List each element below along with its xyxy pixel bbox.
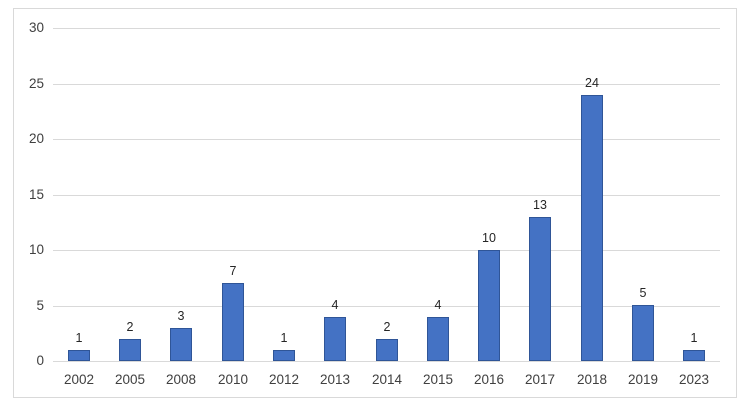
gridline — [53, 84, 720, 85]
x-tick-label: 2002 — [63, 372, 95, 387]
bar-value-label: 24 — [585, 76, 599, 90]
bar — [222, 283, 244, 361]
bar-value-label: 2 — [126, 320, 134, 334]
y-tick-label: 15 — [28, 187, 44, 202]
y-tick-label: 30 — [28, 20, 44, 35]
bar-value-label: 4 — [434, 298, 442, 312]
x-tick-label: 2014 — [371, 372, 403, 387]
y-tick-label: 0 — [36, 353, 44, 368]
gridline — [53, 195, 720, 196]
x-tick-label: 2017 — [524, 372, 556, 387]
bar — [273, 350, 295, 361]
bar-value-label: 3 — [177, 309, 185, 323]
bar — [632, 305, 654, 361]
gridline — [53, 139, 720, 140]
y-tick-label: 25 — [28, 76, 44, 91]
bar-value-label: 7 — [229, 264, 237, 278]
bar — [529, 217, 551, 361]
bar — [581, 95, 603, 361]
x-tick-label: 2016 — [473, 372, 505, 387]
bar-value-label: 2 — [383, 320, 391, 334]
x-tick-label: 2010 — [217, 372, 249, 387]
x-tick-label: 2013 — [319, 372, 351, 387]
x-tick-label: 2015 — [422, 372, 454, 387]
gridline — [53, 28, 720, 29]
x-tick-label: 2012 — [268, 372, 300, 387]
bar-value-label: 13 — [533, 198, 547, 212]
bar — [68, 350, 90, 361]
x-axis-line — [53, 361, 720, 362]
bar — [324, 317, 346, 361]
bar-value-label: 1 — [280, 331, 288, 345]
bar-value-label: 1 — [690, 331, 698, 345]
bar-value-label: 5 — [639, 286, 647, 300]
y-tick-label: 20 — [28, 131, 44, 146]
x-tick-label: 2019 — [627, 372, 659, 387]
bar-value-label: 4 — [331, 298, 339, 312]
bar — [478, 250, 500, 361]
x-tick-label: 2008 — [165, 372, 197, 387]
chart-frame — [13, 8, 737, 398]
bar-value-label: 10 — [482, 231, 496, 245]
x-tick-label: 2023 — [678, 372, 710, 387]
bar — [376, 339, 398, 361]
bar — [119, 339, 141, 361]
bar — [170, 328, 192, 361]
bar — [427, 317, 449, 361]
x-tick-label: 2005 — [114, 372, 146, 387]
bar — [683, 350, 705, 361]
y-tick-label: 10 — [28, 242, 44, 257]
gridline — [53, 250, 720, 251]
y-tick-label: 5 — [36, 298, 44, 313]
x-tick-label: 2018 — [576, 372, 608, 387]
bar-value-label: 1 — [75, 331, 83, 345]
gridline — [53, 306, 720, 307]
